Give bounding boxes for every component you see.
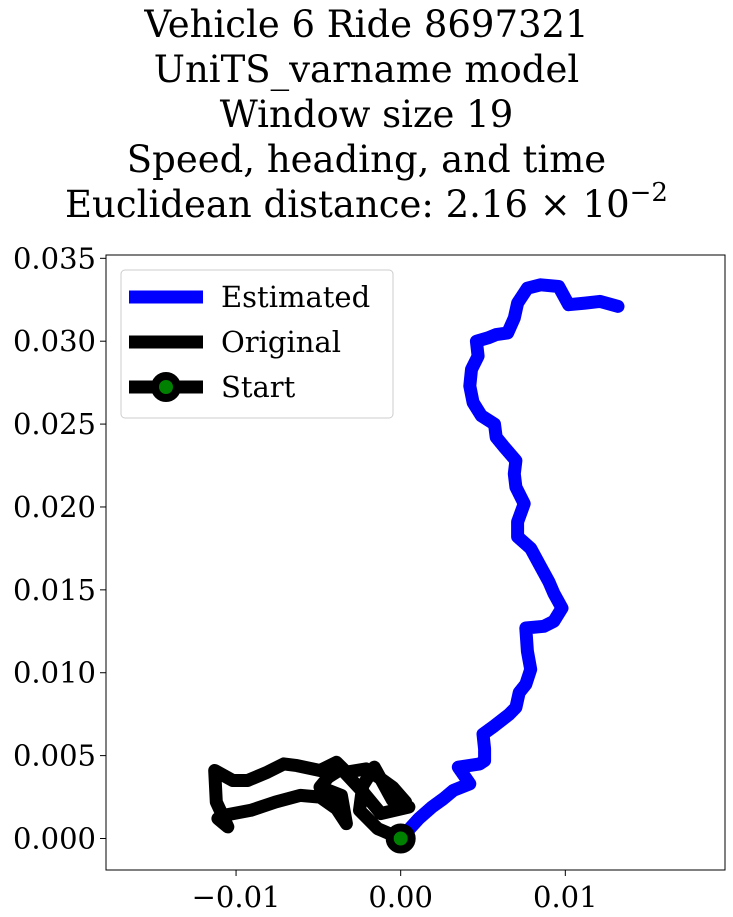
x-tick-label: −0.01 [192, 880, 281, 914]
y-tick-label: 0.005 [13, 739, 96, 773]
y-tick-label: 0.030 [13, 324, 96, 358]
title-line-5: Euclidean distance: 2.16 × 10−2 [0, 180, 733, 227]
y-tick-label: 0.010 [13, 656, 96, 690]
y-tick-label: 0.015 [13, 573, 96, 607]
y-axis: 0.000 0.005 0.010 0.015 0.020 0.025 0.030 0.035 [13, 241, 106, 856]
y-tick-label: 0.000 [13, 822, 96, 856]
legend-label-estimated: Estimated [221, 280, 370, 314]
title-distance-text: Euclidean distance: 2.16 × 10 [65, 183, 630, 226]
legend-marker-start [151, 372, 181, 402]
series-layer [208, 278, 625, 845]
title-line-3: Window size 19 [219, 93, 514, 136]
chart-title: Vehicle 6 Ride 8697321 UniTS_varname mod… [0, 2, 733, 227]
title-line-2: UniTS_varname model [153, 48, 580, 91]
x-tick-label: 0.01 [533, 880, 598, 914]
axes-frame [105, 254, 726, 871]
x-tick-label: 0.00 [368, 880, 433, 914]
title-line-1: Vehicle 6 Ride 8697321 [144, 3, 589, 46]
legend: Estimated Original Start [120, 269, 394, 419]
marker-layer [385, 823, 416, 854]
legend-label-original: Original [221, 325, 341, 359]
x-axis: −0.01 0.00 0.01 [192, 870, 598, 914]
y-tick-label: 0.035 [13, 241, 96, 275]
series-line-original [208, 755, 416, 845]
start-marker [385, 823, 416, 854]
title-line-4: Speed, heading, and time [126, 138, 607, 181]
y-tick-label: 0.020 [13, 490, 96, 524]
legend-label-start: Start [221, 370, 296, 404]
title-distance-exponent: −2 [629, 178, 668, 208]
y-tick-label: 0.025 [13, 407, 96, 441]
series-line-estimated [394, 278, 625, 845]
